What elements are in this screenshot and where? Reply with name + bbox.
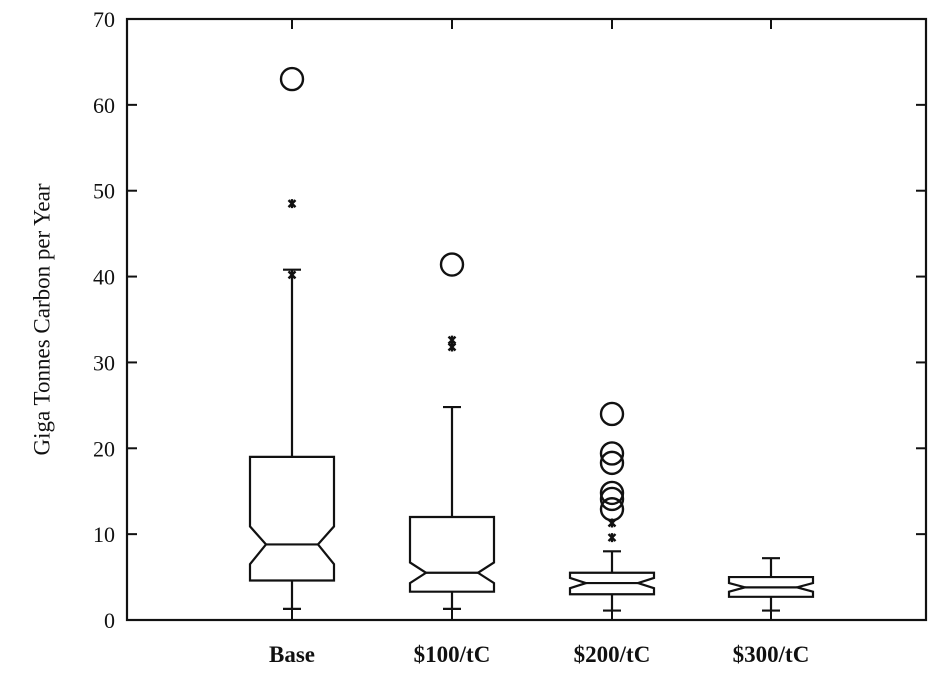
y-axis-title: Giga Tonnes Carbon per Year [29,183,54,455]
outlier-star [607,533,617,543]
y-tick-label: 30 [93,350,115,375]
outlier-circle [599,480,625,506]
outlier-circle [599,401,625,427]
plot-frame [125,17,928,622]
outlier-circle [599,441,625,466]
outlier-circle [439,252,465,277]
notched-box [248,455,336,582]
outlier-circle [599,450,625,476]
y-tick-label: 60 [93,93,115,118]
category-labels: Base $100/tC $200/tC $300/tC [269,642,809,667]
y-tick-label: 0 [104,608,115,633]
box-4 [727,557,815,612]
outlier-circle [599,497,625,522]
box-series [248,66,815,612]
y-tick-label: 20 [93,436,115,461]
notched-box [408,515,496,593]
y-tick-label: 40 [93,265,115,290]
y-tick-label: 10 [93,522,115,547]
outlier-star [287,199,297,209]
outlier-star [447,335,457,345]
y-tick-label: 70 [93,7,115,32]
outlier-circle [599,486,625,512]
category-label: Base [269,642,315,667]
y-axis-ticks: 0 10 20 30 40 50 60 70 [93,7,926,633]
notched-box [568,571,656,596]
box-2 [408,252,496,610]
box-3 [568,401,656,612]
outlier-circle [279,66,305,92]
y-tick-label: 50 [93,179,115,204]
category-label: $200/tC [574,642,651,667]
notched-box [727,575,815,598]
outlier-star [287,270,297,280]
category-label: $300/tC [733,642,810,667]
category-label: $100/tC [414,642,491,667]
box-1 [248,66,336,610]
